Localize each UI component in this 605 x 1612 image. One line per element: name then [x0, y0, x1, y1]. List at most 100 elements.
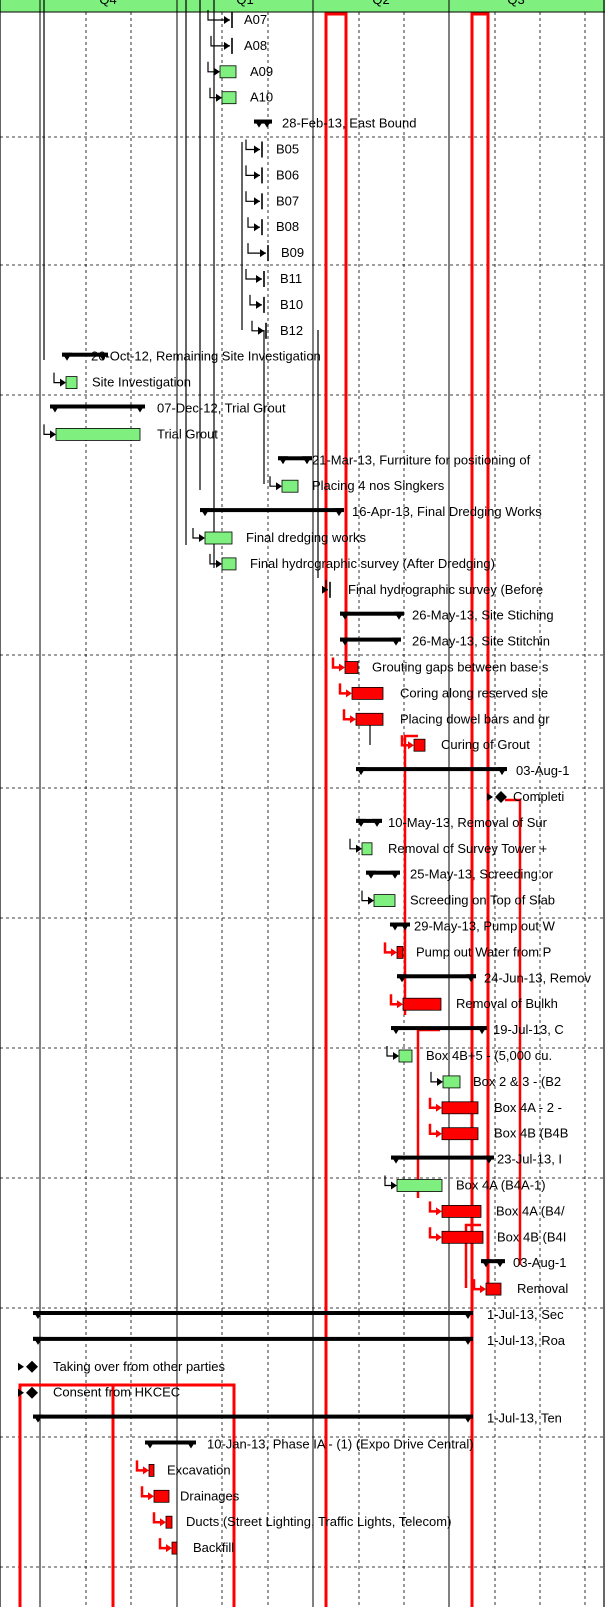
- summary-bar: [33, 1336, 473, 1341]
- link-arrowhead: [350, 715, 356, 724]
- link-arrowhead: [216, 93, 222, 102]
- task-bar: [219, 65, 237, 79]
- summary-cap-left: [278, 456, 288, 465]
- task-label: 16-Apr-13, Final Dredging Works: [352, 504, 542, 519]
- summary-bar: [356, 818, 382, 823]
- task-bar: [413, 738, 426, 752]
- task-bar: [442, 1075, 461, 1089]
- summary-cap-left: [145, 1440, 155, 1449]
- summary-cap-right: [394, 611, 404, 620]
- summary-bar: [390, 922, 410, 927]
- link-arrowhead: [260, 249, 266, 258]
- milestone-diamond: [26, 1360, 38, 1373]
- task-label: 07-Dec-12, Trial Grout: [157, 401, 286, 416]
- task-label: B10: [280, 297, 303, 312]
- critical-path-link: [464, 1223, 481, 1288]
- task-label: 1-Jul-13, Ten: [487, 1411, 562, 1426]
- task-label: 26-May-13, Site Stitchin: [412, 634, 550, 649]
- milestone-diamond: [26, 1386, 38, 1399]
- task-label: 03-Aug-1: [513, 1255, 566, 1270]
- link-arrowhead: [480, 1285, 486, 1294]
- summary-bar: [200, 508, 344, 513]
- labels-layer: A07 A08 A09 A10 28-Feb-13, East Bound B05 B06 B…: [53, 12, 591, 1555]
- task-label: Final hydrographic survey (Before: [348, 582, 543, 597]
- summary-bar: [50, 404, 145, 409]
- task-bar: [361, 842, 373, 856]
- link-arrowhead: [339, 663, 345, 672]
- task-bar: [441, 1230, 484, 1244]
- summary-cap-left: [356, 767, 366, 776]
- task-link: [210, 35, 230, 47]
- quarter-label: Q1: [236, 0, 253, 7]
- summary-bar: [397, 974, 476, 979]
- task-bar: [402, 997, 442, 1011]
- task-bar: [398, 1049, 413, 1063]
- link-arrowhead: [224, 16, 230, 24]
- summary-bar: [33, 1414, 473, 1419]
- task-label: Box 4A (B4A-1): [456, 1178, 546, 1193]
- task-label: Removal: [517, 1281, 568, 1296]
- summary-cap-right: [186, 1440, 196, 1449]
- task-bar: [396, 1179, 443, 1192]
- summary-cap-right: [391, 637, 401, 646]
- task-bar: [165, 1515, 173, 1529]
- task-label: 26-Oct-12, Remaining Site Investigation: [91, 349, 321, 364]
- task-label: Placing dowel bars and gr: [400, 711, 550, 726]
- summary-cap-left: [33, 1414, 43, 1423]
- summary-cap-left: [391, 1155, 401, 1164]
- task-label: B12: [280, 323, 303, 338]
- task-label: Trial Grout: [157, 426, 218, 441]
- task-label: B08: [276, 219, 299, 234]
- summary-cap-left: [200, 508, 210, 517]
- link-arrowhead: [199, 534, 205, 542]
- summary-bar: [340, 637, 401, 642]
- summary-bar: [340, 611, 404, 616]
- link-arrowhead: [397, 1000, 403, 1009]
- task-label: Completi: [513, 789, 564, 804]
- link-arrowhead: [436, 1129, 442, 1138]
- link-arrowhead: [408, 741, 414, 750]
- task-label: Curing of Grout: [441, 737, 530, 752]
- link-arrowhead: [346, 689, 352, 698]
- summary-cap-right: [477, 1026, 487, 1035]
- task-label: 23-Jul-13, I: [497, 1152, 562, 1167]
- task-label: Drainages: [180, 1488, 240, 1503]
- summary-bar: [391, 1026, 487, 1031]
- task-label: A10: [250, 90, 273, 105]
- summary-cap-left: [254, 119, 264, 128]
- summary-cap-right: [98, 352, 108, 361]
- link-arrowhead: [18, 1388, 24, 1397]
- task-bar: [221, 557, 237, 571]
- critical-path-link: [18, 1383, 236, 1607]
- link-arrowhead: [216, 559, 222, 568]
- summary-bar: [62, 352, 108, 357]
- critical-path-link: [505, 798, 522, 1265]
- link-arrowhead: [18, 1362, 24, 1371]
- bars-layer: [26, 12, 507, 1555]
- summary-bar: [366, 870, 400, 875]
- summary-cap-left: [340, 611, 350, 620]
- link-arrowhead: [160, 1518, 166, 1527]
- summary-cap-right: [466, 974, 476, 983]
- task-bar: [55, 427, 141, 441]
- task-bar: [485, 1282, 502, 1296]
- task-label: A07: [244, 12, 267, 27]
- task-label: Coring along reserved sle: [400, 685, 548, 700]
- task-link: [245, 165, 260, 176]
- summary-cap-left: [62, 352, 72, 361]
- task-bar: [351, 687, 384, 700]
- task-bar: [441, 1101, 479, 1115]
- summary-bar: [356, 767, 507, 772]
- link-arrowhead: [436, 1103, 442, 1112]
- summary-cap-right: [334, 508, 344, 517]
- summary-bar: [391, 1155, 494, 1160]
- task-label: Placing 4 nos Singkers: [312, 478, 445, 493]
- link-arrowhead: [143, 1466, 149, 1475]
- task-bar: [355, 712, 384, 726]
- summary-cap-left: [391, 1026, 401, 1035]
- task-label: 26-May-13, Site Stiching: [412, 608, 554, 623]
- link-arrowhead: [437, 1077, 443, 1086]
- task-bar: [396, 946, 404, 959]
